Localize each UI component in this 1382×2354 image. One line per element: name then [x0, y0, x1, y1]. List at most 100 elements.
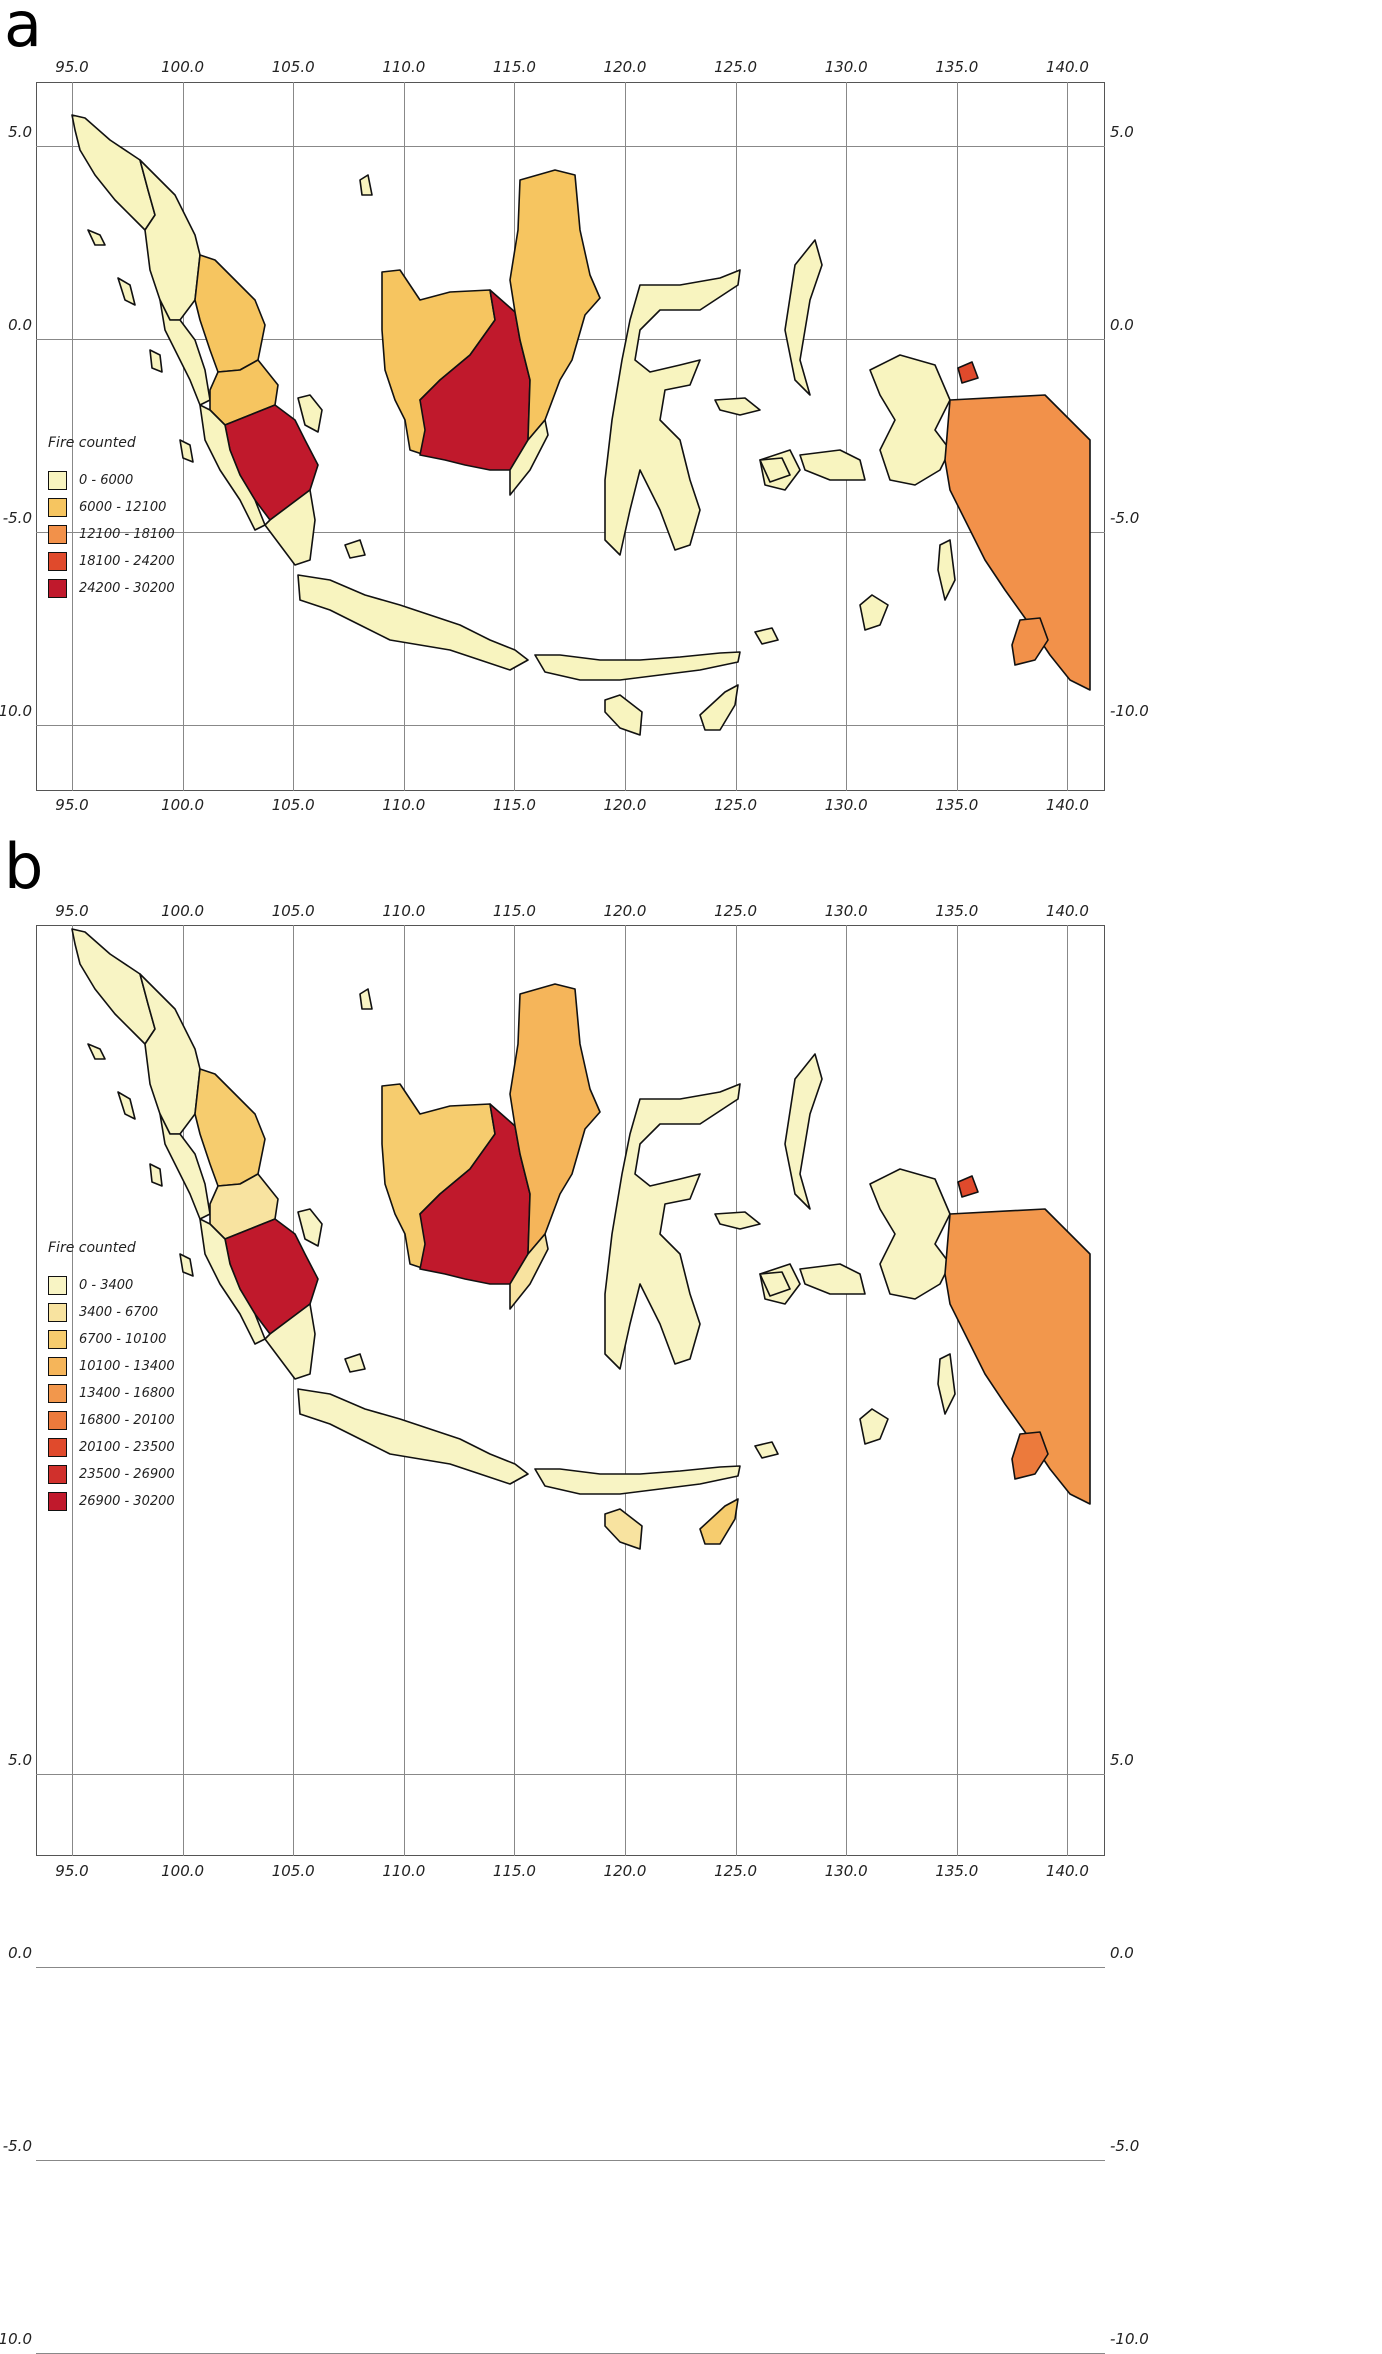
- x-tick-label-bottom: 130.0: [824, 1862, 868, 1880]
- region-small1: [87, 1043, 106, 1060]
- x-tick-label-top: 105.0: [271, 58, 315, 76]
- region-south-kalimantan: [509, 419, 549, 496]
- x-tick-label-bottom: 135.0: [935, 796, 979, 814]
- region-small8: [759, 1271, 791, 1297]
- grid-line-lon: [293, 925, 295, 1856]
- region-misool-red: [957, 361, 979, 384]
- region-small8: [759, 457, 791, 483]
- x-tick-label-top: 125.0: [714, 58, 758, 76]
- legend-label: 13400 - 16800: [79, 1386, 175, 1401]
- x-tick-label-bottom: 105.0: [271, 1862, 315, 1880]
- panel-letter-a: a: [4, 0, 42, 61]
- region-small2: [117, 277, 136, 306]
- region-north-sumatra: [139, 973, 201, 1135]
- grid-line-lon: [514, 925, 516, 1856]
- legend-item: 26900 - 30200: [48, 1488, 175, 1515]
- legend-label: 10100 - 13400: [79, 1359, 175, 1374]
- grid-line-lon: [182, 925, 184, 1856]
- legend-swatch: [48, 1465, 67, 1484]
- grid-line-lon: [403, 925, 405, 1856]
- x-tick-label-top: 135.0: [935, 58, 979, 76]
- x-tick-label-bottom: 135.0: [935, 1862, 979, 1880]
- region-small3: [149, 1163, 163, 1187]
- region-maluku: [784, 1053, 823, 1210]
- legend-swatch: [48, 525, 67, 544]
- y-tick-label-right: -5.0: [1110, 2137, 1140, 2155]
- region-small7: [859, 594, 889, 631]
- x-tick-label-top: 110.0: [382, 902, 426, 920]
- y-tick-label-left: -5.0: [2, 509, 32, 527]
- grid-line-lon: [735, 925, 737, 1856]
- region-sumba: [699, 684, 739, 731]
- legend-item: 18100 - 24200: [48, 548, 175, 575]
- legend-title: Fire counted: [48, 1240, 136, 1256]
- x-tick-label-top: 110.0: [382, 58, 426, 76]
- region-small6: [344, 1353, 366, 1373]
- x-tick-label-bottom: 125.0: [714, 1862, 758, 1880]
- legend-item: 16800 - 20100: [48, 1407, 175, 1434]
- legend-label: 3400 - 6700: [79, 1305, 159, 1320]
- y-tick-label-left: -5.0: [2, 2137, 32, 2155]
- x-tick-label-top: 115.0: [492, 58, 536, 76]
- region-small5: [359, 174, 373, 196]
- panel-letter-b: b: [4, 830, 44, 903]
- grid-line-lon: [72, 82, 73, 791]
- region-papua-south: [1011, 1431, 1049, 1480]
- grid-line-lat: [36, 1967, 1105, 1968]
- grid-line-lon: [846, 925, 848, 1856]
- x-tick-label-top: 130.0: [824, 58, 868, 76]
- region-lampung: [264, 489, 316, 566]
- legend-label: 0 - 6000: [79, 473, 134, 488]
- region-bengkulu: [199, 404, 266, 531]
- region-nusa-tenggara: [534, 1465, 741, 1495]
- x-tick-label-bottom: 95.0: [55, 1862, 89, 1880]
- grid-line-lon: [956, 925, 958, 1856]
- x-tick-label-bottom: 115.0: [492, 1862, 536, 1880]
- y-tick-label-right: 5.0: [1110, 123, 1134, 141]
- x-tick-label-top: 100.0: [161, 58, 205, 76]
- x-tick-label-bottom: 140.0: [1045, 1862, 1089, 1880]
- legend-item: 20100 - 23500: [48, 1434, 175, 1461]
- region-small4: [179, 1253, 194, 1277]
- region-timor: [604, 694, 643, 736]
- y-tick-label-left: -10.0: [0, 2330, 32, 2348]
- region-bangka: [297, 394, 323, 433]
- x-tick-label-top: 125.0: [714, 902, 758, 920]
- region-east-kalimantan: [509, 983, 601, 1255]
- x-tick-label-bottom: 100.0: [161, 1862, 205, 1880]
- grid-line-lat: [36, 2160, 1105, 2161]
- region-buru: [714, 397, 761, 416]
- legend-label: 0 - 3400: [79, 1278, 134, 1293]
- x-tick-label-top: 95.0: [55, 902, 89, 920]
- grid-line-lon: [735, 82, 737, 791]
- legend-swatch: [48, 1276, 67, 1295]
- legend-swatch: [48, 1303, 67, 1322]
- y-tick-label-right: -5.0: [1110, 509, 1140, 527]
- region-aru: [937, 1353, 956, 1415]
- legend-label: 6000 - 12100: [79, 500, 167, 515]
- legend-label: 18100 - 24200: [79, 554, 175, 569]
- x-tick-label-bottom: 125.0: [714, 796, 758, 814]
- legend-item: 10100 - 13400: [48, 1353, 175, 1380]
- legend-label: 20100 - 23500: [79, 1440, 175, 1455]
- legend-swatch: [48, 579, 67, 598]
- region-west-papua: [869, 354, 951, 486]
- region-small2: [117, 1091, 136, 1120]
- legend-item: 0 - 3400: [48, 1272, 175, 1299]
- y-tick-label-left: 5.0: [8, 123, 32, 141]
- region-east-kalimantan: [509, 169, 601, 441]
- x-tick-label-top: 140.0: [1045, 902, 1089, 920]
- x-tick-label-bottom: 130.0: [824, 796, 868, 814]
- y-tick-label-right: 0.0: [1110, 316, 1134, 334]
- grid-line-lon: [846, 82, 848, 791]
- region-seram: [799, 449, 866, 481]
- x-tick-label-bottom: 100.0: [161, 796, 205, 814]
- y-tick-label-right: -10.0: [1110, 2330, 1149, 2348]
- legend-item: 24200 - 30200: [48, 575, 175, 602]
- x-tick-label-top: 140.0: [1045, 58, 1089, 76]
- legend-title: Fire counted: [48, 435, 136, 451]
- y-tick-label-right: 5.0: [1110, 1751, 1134, 1769]
- grid-line-lat: [36, 725, 1105, 726]
- region-riau: [194, 1068, 266, 1187]
- region-south-kalimantan: [509, 1233, 549, 1310]
